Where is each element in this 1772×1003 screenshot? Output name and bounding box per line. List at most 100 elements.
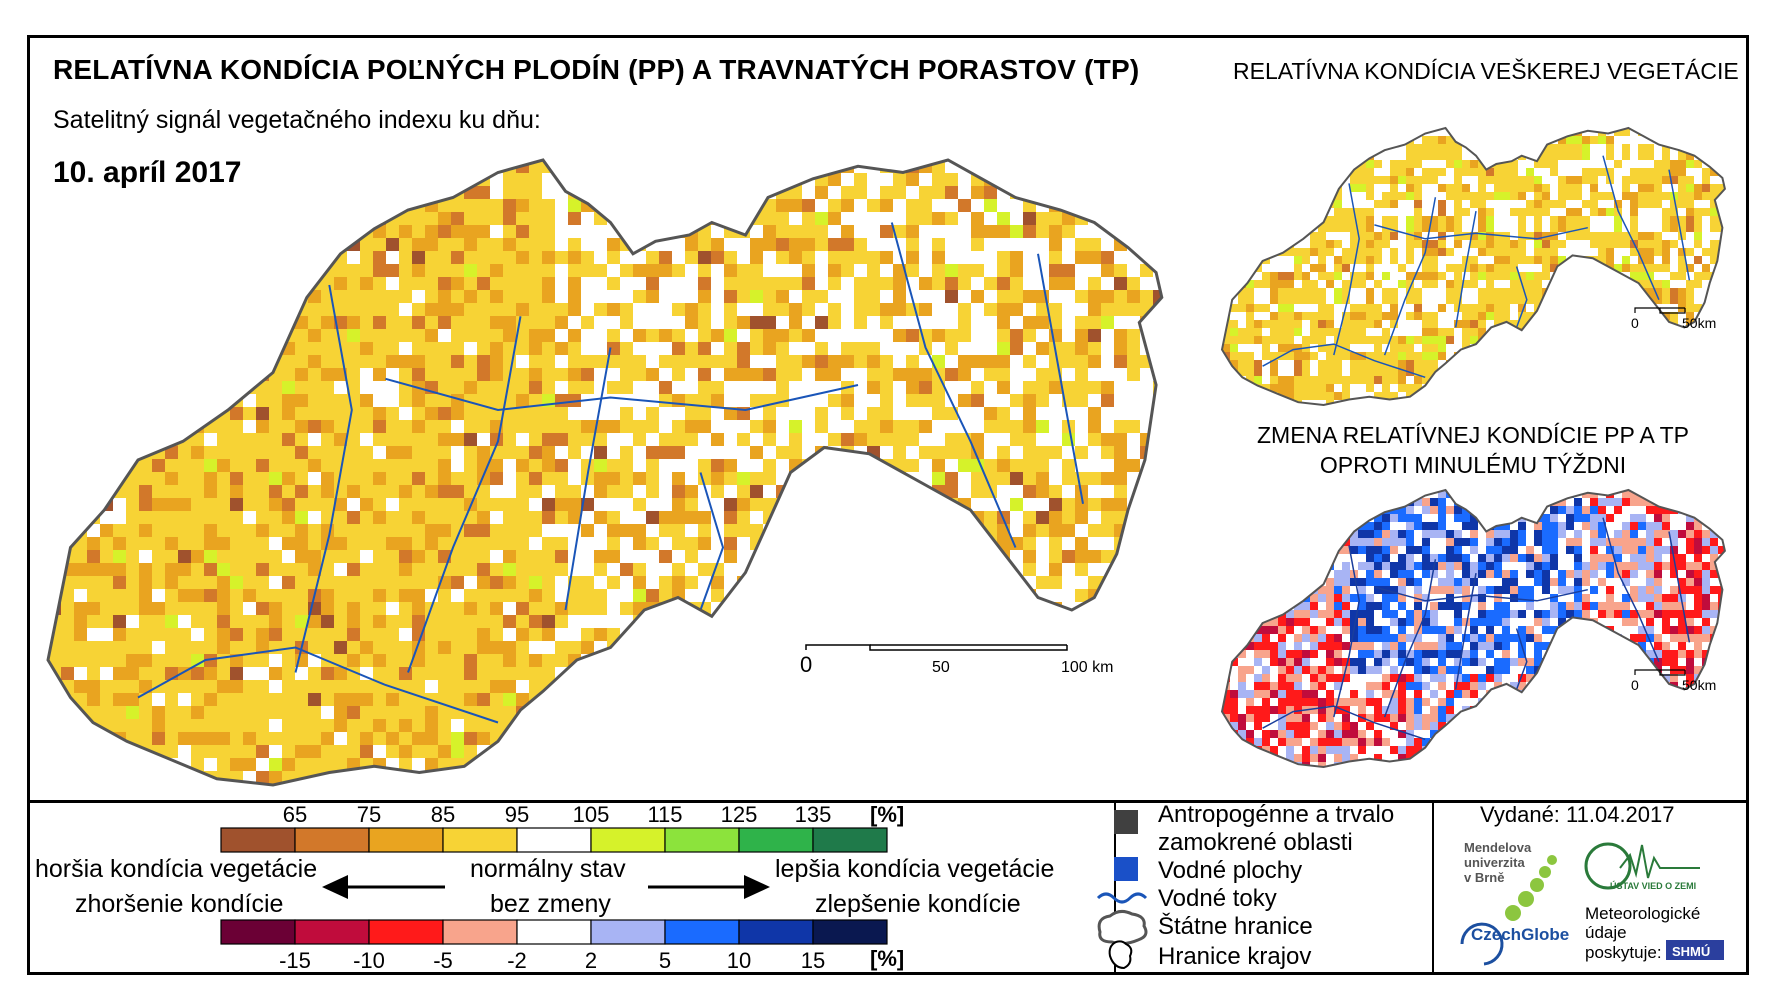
scale-swatch	[220, 919, 296, 945]
streams-label: Vodné toky	[1158, 885, 1277, 912]
meteo-line1: Meteorologické	[1585, 904, 1700, 923]
regions-swatch	[1108, 940, 1133, 970]
scale-swatch	[590, 919, 666, 945]
legend-divider-right	[1432, 803, 1434, 975]
water-bodies-swatch	[1114, 857, 1138, 881]
main-scale-tick-0: 0	[800, 652, 812, 677]
scale-tick-label: 2	[585, 948, 597, 973]
scale-swatch	[368, 919, 444, 945]
main-scale-tick-50: 50	[932, 659, 950, 676]
vegetation-map-border	[1220, 126, 1726, 407]
borders-label: Štátne hranice	[1158, 912, 1313, 940]
worse-change-label: zhoršenie kondície	[75, 890, 283, 918]
legend-divider-left	[1114, 803, 1116, 975]
scale-swatch	[220, 827, 296, 853]
czechglobe-label: CzechGlobe	[1471, 925, 1569, 944]
normal-condition-label: normálny stav	[470, 855, 626, 883]
mendel-line2: univerzita	[1464, 855, 1525, 870]
vegetation-condition-map	[1220, 126, 1726, 407]
shmu-logo: SHMÚ	[1666, 940, 1724, 960]
better-change-label: zlepšenie kondície	[815, 890, 1021, 918]
scale-swatch	[812, 827, 888, 853]
main-condition-map	[46, 158, 1164, 787]
scale-tick-label: -2	[507, 948, 527, 973]
scale-tick-label: 10	[727, 948, 751, 973]
worse-condition-label: horšia kondícia vegetácie	[35, 855, 317, 883]
scale-swatch	[590, 827, 666, 853]
better-condition-label: lepšia kondícia vegetácie	[775, 855, 1054, 883]
mendel-line1: Mendelova	[1464, 840, 1532, 855]
scale-tick-label: 65	[283, 802, 307, 827]
main-map-border	[46, 158, 1164, 787]
condition-tick-labels: 65 75 85 95 105 115 125 135	[283, 802, 832, 827]
borders-swatch	[1097, 909, 1148, 946]
shmu-label: SHMÚ	[1672, 944, 1710, 959]
better-arrow	[648, 875, 770, 899]
scale-swatch	[294, 919, 370, 945]
legend-divider	[30, 800, 1746, 803]
scale-tick-label: 135	[795, 802, 832, 827]
mendel-line3: v Brně	[1464, 870, 1504, 885]
change-scale-tick-0: 0	[1631, 677, 1639, 693]
scale-tick-label: 105	[573, 802, 610, 827]
change-map-title-line2: OPROTI MINULÉMU TÝŽDNI	[1319, 452, 1627, 478]
change-scale-tick-50: 50km	[1682, 677, 1716, 693]
change-unit: [%]	[870, 946, 904, 971]
change-scale-bar	[1634, 669, 1686, 676]
anthropogenic-label-line2: zamokrené oblasti	[1158, 829, 1353, 856]
condition-unit: [%]	[870, 802, 904, 827]
map-subtitle: Satelitný signál vegetačného indexu ku d…	[53, 106, 541, 134]
anthropogenic-label-line1: Antropogénne a trvalo	[1158, 801, 1394, 828]
scale-swatch	[664, 919, 740, 945]
scale-swatch	[516, 827, 592, 853]
scale-tick-label: -15	[279, 948, 311, 973]
change-color-scale	[220, 919, 888, 945]
scale-swatch	[294, 827, 370, 853]
scale-tick-label: 115	[647, 802, 682, 827]
issued-date: Vydané: 11.04.2017	[1480, 802, 1675, 827]
vegetation-scale-tick-0: 0	[1631, 315, 1639, 331]
scale-tick-label: 125	[721, 802, 758, 827]
change-condition-map	[1220, 488, 1726, 769]
scale-tick-label: -10	[353, 948, 385, 973]
change-tick-labels: -15 -10 -5 -2 2 5 10 15	[279, 948, 825, 973]
scale-swatch	[738, 919, 814, 945]
worse-arrow	[322, 875, 445, 899]
vegetation-map-title: RELATÍVNA KONDÍCIA VEŠKEREJ VEGETÁCIE	[1233, 58, 1739, 84]
streams-swatch	[1096, 892, 1148, 904]
scale-swatch	[738, 827, 814, 853]
main-scale-tick-100: 100 km	[1061, 659, 1113, 676]
scale-tick-label: 95	[505, 802, 529, 827]
scale-tick-label: 15	[801, 948, 825, 973]
no-change-label: bez zmeny	[490, 890, 611, 918]
scale-swatch	[442, 827, 518, 853]
scale-tick-label: 85	[431, 802, 455, 827]
water-bodies-label: Vodné plochy	[1158, 857, 1302, 884]
vegetation-scale-bar	[1634, 307, 1686, 314]
scale-swatch	[664, 827, 740, 853]
scale-tick-label: 75	[357, 802, 381, 827]
anthropogenic-swatch	[1114, 810, 1138, 834]
change-map-title-line1: ZMENA RELATÍVNEJ KONDÍCIE PP A TP	[1256, 422, 1689, 448]
scale-tick-label: -5	[433, 948, 453, 973]
regions-label: Hranice krajov	[1158, 943, 1311, 970]
vegetation-scale-tick-50: 50km	[1682, 315, 1716, 331]
meteo-line3: poskytuje:	[1585, 943, 1662, 962]
map-title: RELATÍVNA KONDÍCIA POĽNÝCH PLODÍN (PP) A…	[53, 54, 1140, 85]
scale-tick-label: 5	[659, 948, 671, 973]
condition-color-scale	[220, 827, 888, 853]
main-scale-bar	[805, 644, 1068, 651]
czechglobe-logo: CzechGlobe	[1460, 922, 1569, 966]
scale-swatch	[442, 919, 518, 945]
mendel-logo-dots	[1505, 855, 1557, 921]
uvoz-label: ÚSTAV VIED O ZEMI	[1610, 880, 1696, 891]
map-date: 10. apríl 2017	[53, 156, 242, 189]
change-map-title: ZMENA RELATÍVNEJ KONDÍCIE PP A TP OPROTI…	[1233, 420, 1713, 480]
scale-swatch	[812, 919, 888, 945]
scale-swatch	[516, 919, 592, 945]
change-map-border	[1220, 488, 1726, 769]
scale-swatch	[368, 827, 444, 853]
meteo-line2: údaje	[1585, 923, 1627, 942]
uvoz-logo: ÚSTAV VIED O ZEMI	[1584, 842, 1700, 891]
